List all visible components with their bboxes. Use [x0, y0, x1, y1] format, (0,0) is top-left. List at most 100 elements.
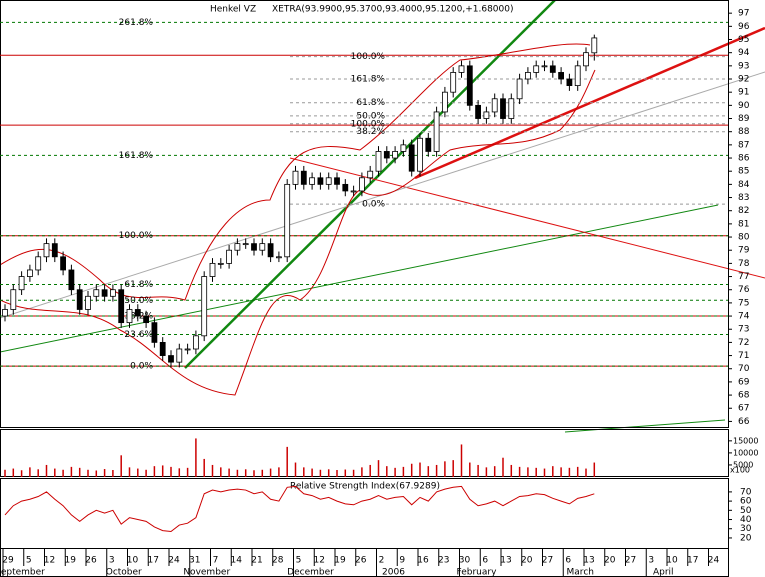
candle-body — [408, 144, 415, 172]
bollinger-upper — [0, 43, 591, 301]
y-tick-label: 78 — [738, 259, 750, 269]
candle-body — [591, 37, 598, 54]
fib-label: 161.8% — [351, 75, 386, 85]
candle-body — [574, 65, 581, 86]
month-label: March — [567, 568, 594, 577]
month-label: September — [0, 568, 45, 577]
candle-body — [284, 183, 291, 258]
candle-body — [549, 65, 556, 73]
y-tick-label: 92 — [738, 75, 749, 85]
y-tick-label: 81 — [738, 219, 749, 229]
volume-unit: x100 — [730, 466, 750, 475]
y-tick-label: 80 — [738, 233, 750, 243]
candle-body — [134, 309, 141, 317]
candle-body — [275, 256, 282, 259]
x-tick-label: 31 — [189, 556, 200, 566]
candle-body — [143, 315, 150, 324]
x-tick-label: 28 — [272, 556, 284, 566]
y-tick-label: 85 — [738, 167, 749, 177]
candle-body — [51, 243, 58, 258]
x-tick-label: 30 — [459, 556, 471, 566]
x-tick-label: 6 — [565, 556, 571, 566]
fib-label: 0.0% — [362, 200, 385, 210]
y-tick-label: 75 — [738, 298, 749, 308]
fib-label: 61.8% — [124, 280, 153, 290]
candle-body — [383, 151, 390, 159]
candle-body — [242, 243, 249, 246]
y-tick-label: 69 — [738, 377, 750, 387]
x-tick-label: 6 — [482, 556, 488, 566]
y-tick-label: 67 — [738, 404, 749, 414]
y-tick-label: 90 — [738, 101, 750, 111]
x-tick-label: 27 — [542, 556, 553, 566]
y-tick-label: 72 — [738, 338, 749, 348]
chart-subtitle: XETRA(93.9900,95.3700,93.4000,95.1200,+1… — [272, 5, 514, 15]
month-label: April — [653, 568, 674, 577]
candle-body — [43, 243, 50, 258]
candle-body — [110, 289, 116, 297]
candle-body — [392, 151, 399, 159]
y-tick-label: 66 — [738, 417, 750, 427]
candle-body — [525, 72, 531, 80]
fib-label: 61.8% — [356, 98, 385, 108]
candle-body — [466, 65, 473, 106]
candle-body — [533, 65, 540, 73]
candle-body — [259, 243, 266, 251]
x-tick-label: 10 — [127, 556, 139, 566]
x-tick-label: 27 — [625, 556, 636, 566]
y-tick-label: 10000 — [733, 448, 758, 457]
month-label: November — [183, 568, 230, 577]
x-tick-label: 10 — [666, 556, 678, 566]
candle-body — [26, 269, 33, 277]
x-tick-label: 29 — [2, 556, 14, 566]
x-tick-label: 26 — [85, 556, 97, 566]
candle-body — [334, 177, 340, 185]
x-tick-label: 12 — [314, 556, 325, 566]
x-tick-label: 23 — [438, 556, 449, 566]
y-tick-label: 40 — [740, 515, 752, 525]
y-tick-label: 60 — [740, 497, 752, 507]
candle-body — [184, 348, 191, 351]
x-tick-label: 3 — [648, 556, 654, 566]
candle-body — [417, 137, 423, 172]
fib-label: 23.6% — [124, 330, 153, 340]
candle-body — [267, 243, 274, 258]
y-tick-label: 84 — [738, 180, 750, 190]
x-tick-label: 24 — [168, 556, 180, 566]
y-tick-label: 68 — [738, 391, 750, 401]
candle-body — [192, 335, 199, 350]
y-tick-label: 82 — [738, 206, 749, 216]
month-label: 2006 — [382, 568, 405, 577]
x-tick-label: 7 — [213, 556, 219, 566]
y-tick-label: 74 — [738, 312, 750, 322]
x-tick-label: 17 — [148, 556, 159, 566]
y-tick-label: 77 — [738, 272, 749, 282]
candle-body — [159, 341, 166, 356]
month-label: December — [287, 568, 334, 577]
candle-body — [541, 65, 548, 68]
candle-body — [68, 269, 75, 291]
candle-body — [85, 295, 91, 310]
candle-body — [101, 289, 108, 297]
chart-title: Henkel VZ — [210, 5, 256, 15]
y-tick-label: 50 — [740, 506, 752, 516]
rsi-line — [4, 485, 595, 533]
candle-body — [118, 289, 125, 324]
fib-label: 100.0% — [351, 119, 386, 129]
y-tick-label: 91 — [738, 88, 749, 98]
y-tick-label: 15000 — [733, 436, 758, 445]
x-tick-label: 21 — [251, 556, 262, 566]
fib-label: 100.0% — [119, 231, 154, 241]
y-tick-label: 88 — [738, 127, 750, 137]
x-tick-label: 26 — [355, 556, 367, 566]
candle-body — [342, 183, 349, 192]
fib-label: 38.2% — [356, 127, 385, 137]
month-label: October — [106, 568, 142, 577]
x-tick-label: 19 — [334, 556, 346, 566]
fib-label: 261.8% — [119, 18, 154, 28]
candle-body — [367, 170, 374, 179]
y-tick-label: 87 — [738, 140, 749, 150]
candle-body — [201, 276, 208, 337]
candle-body — [491, 98, 498, 113]
